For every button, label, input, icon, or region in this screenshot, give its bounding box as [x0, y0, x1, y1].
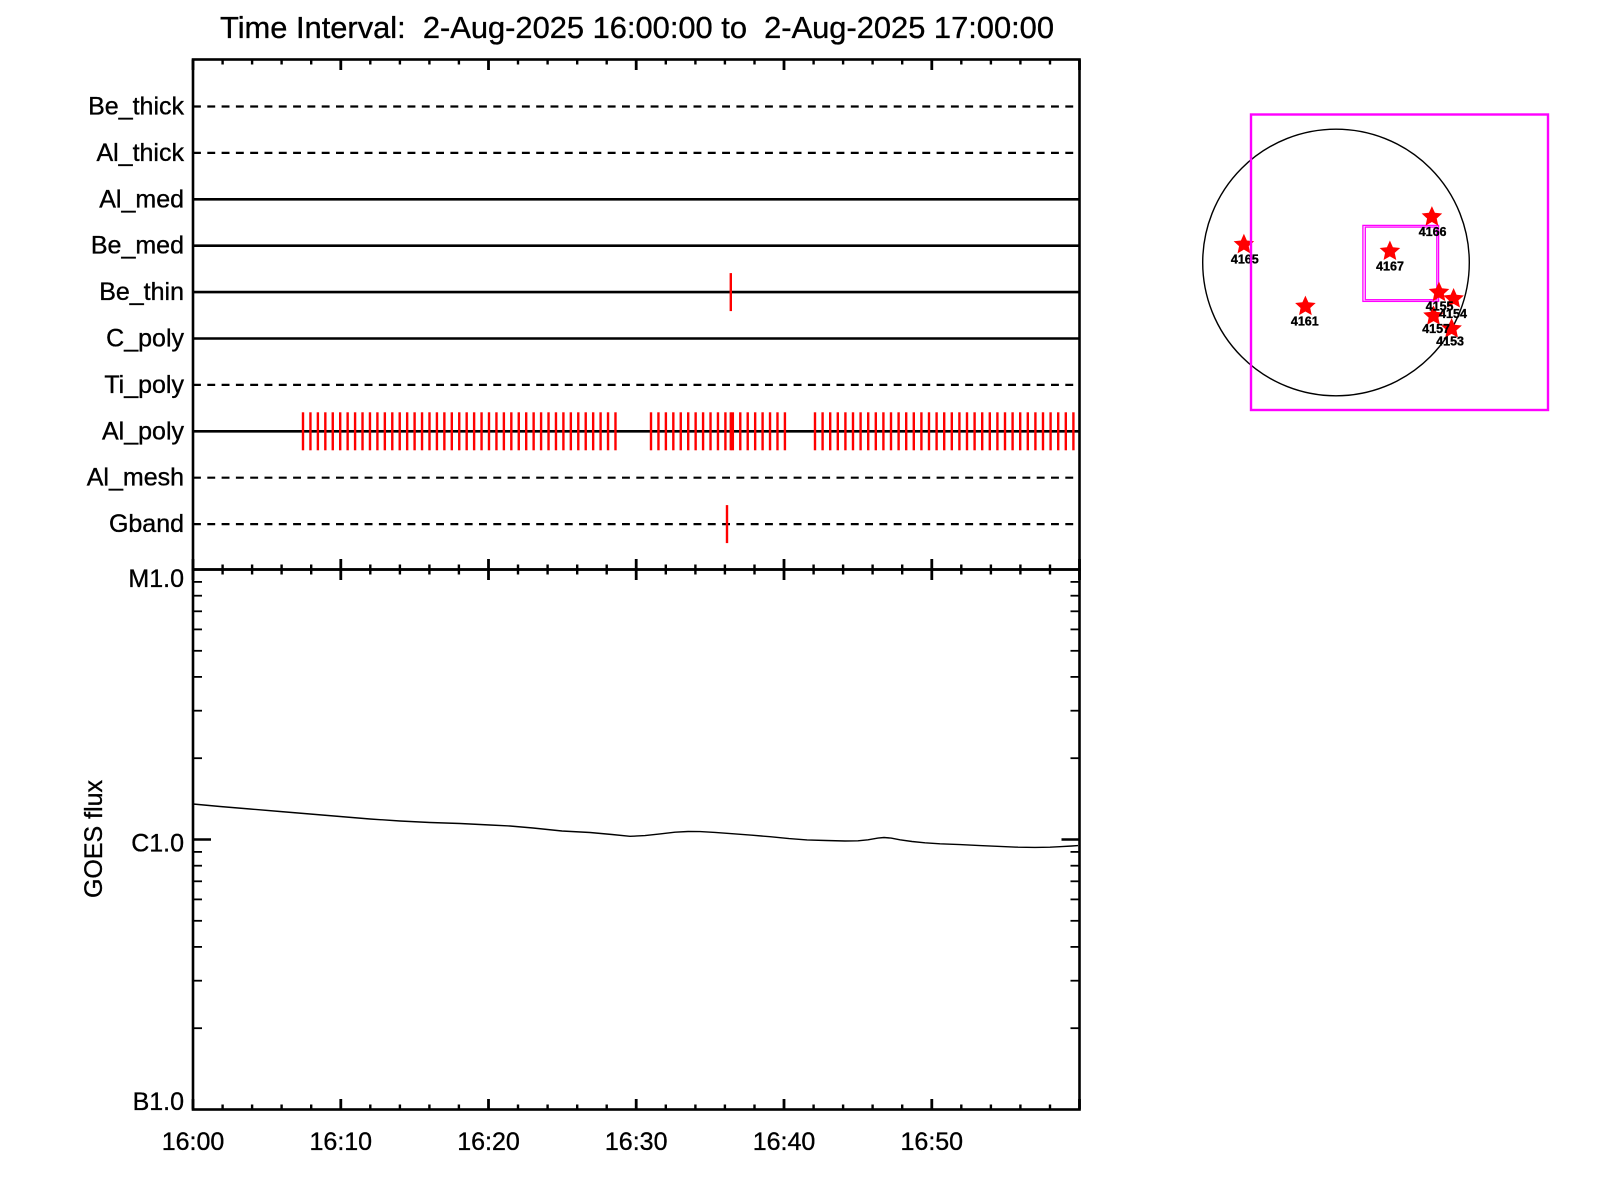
svg-text:16:50: 16:50	[901, 1128, 964, 1156]
svg-text:4153: 4153	[1436, 334, 1464, 348]
svg-text:16:00: 16:00	[162, 1128, 225, 1156]
svg-text:Be_thin: Be_thin	[99, 278, 184, 306]
svg-text:16:10: 16:10	[310, 1128, 373, 1156]
svg-text:4154: 4154	[1439, 307, 1467, 321]
svg-text:Al_thick: Al_thick	[96, 139, 184, 167]
svg-text:B1.0: B1.0	[133, 1088, 184, 1116]
svg-text:Al_poly: Al_poly	[102, 417, 184, 445]
svg-text:4157: 4157	[1422, 322, 1450, 336]
svg-text:C_poly: C_poly	[106, 325, 184, 353]
svg-text:Al_mesh: Al_mesh	[87, 464, 184, 492]
svg-text:16:40: 16:40	[753, 1128, 816, 1156]
svg-text:4167: 4167	[1376, 260, 1404, 274]
svg-text:Al_med: Al_med	[99, 185, 184, 213]
svg-text:4161: 4161	[1291, 314, 1319, 328]
svg-text:4166: 4166	[1419, 225, 1447, 239]
svg-text:16:20: 16:20	[457, 1128, 520, 1156]
svg-text:GOES flux: GOES flux	[80, 779, 108, 898]
svg-text:M1.0: M1.0	[128, 565, 184, 593]
svg-text:Be_med: Be_med	[91, 232, 184, 260]
svg-text:Time Interval: 2-Aug-2025 16:: Time Interval: 2-Aug-2025 16:00:00 to 2-…	[220, 10, 1054, 45]
svg-text:Ti_poly: Ti_poly	[104, 371, 184, 399]
svg-text:4155: 4155	[1426, 299, 1454, 313]
svg-text:C1.0: C1.0	[131, 830, 184, 858]
svg-text:Be_thick: Be_thick	[88, 93, 184, 121]
svg-text:4165: 4165	[1231, 253, 1259, 267]
svg-text:16:30: 16:30	[605, 1128, 668, 1156]
svg-text:Gband: Gband	[109, 510, 184, 538]
